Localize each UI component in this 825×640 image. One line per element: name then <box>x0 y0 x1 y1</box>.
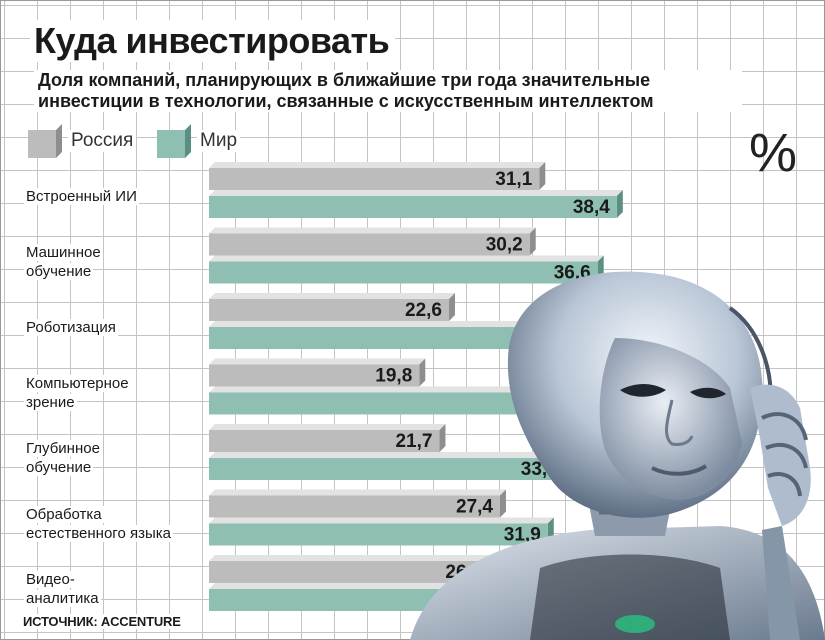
category-label-line: Машинное <box>24 243 103 261</box>
category-label-line: Компьютерное <box>24 374 131 392</box>
category-label-line: Встроенный ИИ <box>24 187 139 205</box>
category-label-line: зрение <box>24 393 77 411</box>
category-label-6: Обработка естественного языка <box>24 505 209 543</box>
bar-world-3 <box>209 321 604 349</box>
chart-title: Куда инвестировать <box>30 20 396 62</box>
bar-top-face <box>209 255 604 262</box>
category-label-line: аналитика <box>24 590 101 607</box>
value-label-russia-1: 31,1 <box>495 169 532 190</box>
bar-russia-6 <box>209 489 506 518</box>
bar-russia-1 <box>209 162 546 190</box>
legend-swatch-world <box>157 124 191 158</box>
legend-swatch-russia <box>28 124 62 158</box>
category-label-2: Машинное обучение <box>24 243 209 281</box>
bar-russia-7 <box>209 555 496 583</box>
bar-front-face <box>209 458 565 480</box>
bar-top-face <box>209 321 604 327</box>
bar-top-face <box>209 489 506 496</box>
bar-front-face <box>209 430 440 452</box>
legend-label-russia: Россия <box>68 130 137 152</box>
bar-top-face <box>209 386 594 393</box>
unit-label: % <box>749 123 798 183</box>
bar-side-face <box>439 424 446 452</box>
chart-subtitle: Доля компаний, планирующих в ближайшие т… <box>34 70 742 112</box>
bar-top-face <box>209 293 456 299</box>
bar-top-face <box>209 555 496 561</box>
bar-top-face <box>209 227 536 234</box>
bar-side-face <box>419 358 426 387</box>
bar-front-face <box>209 327 598 349</box>
bar-side-face <box>449 293 456 321</box>
bar-front-face <box>209 299 450 321</box>
bar-russia-3 <box>209 293 456 321</box>
bar-front-face <box>209 261 598 284</box>
bar-russia-2 <box>209 227 536 256</box>
bar-side-face <box>529 227 536 256</box>
bar-side-face <box>499 489 506 518</box>
robot-illustration <box>410 271 825 640</box>
bar-top-face <box>209 452 571 458</box>
bar-top-face <box>209 358 426 365</box>
bar-front-face <box>209 168 540 190</box>
category-label-line: Глубинное <box>24 440 102 457</box>
bar-top-face <box>209 162 546 168</box>
bar-front-face <box>209 495 500 518</box>
category-label-1: Встроенный ИИ <box>24 187 209 206</box>
category-label-4: Компьютерное зрение <box>24 374 209 412</box>
bar-top-face <box>209 424 446 430</box>
value-label-russia-6: 27,4 <box>456 497 493 518</box>
value-label-russia-2: 30,2 <box>486 235 523 256</box>
bar-russia-4 <box>209 358 426 387</box>
value-label-world-1: 38,4 <box>573 197 610 218</box>
source-note: ИСТОЧНИК: ACCENTURE <box>20 614 184 629</box>
bar-world-1 <box>209 190 623 218</box>
category-label-7: Видео-аналитика <box>24 570 209 608</box>
value-label-russia-5: 21,7 <box>395 431 432 452</box>
value-label-russia-3: 22,6 <box>405 300 442 321</box>
bar-world-4 <box>209 386 594 415</box>
bar-russia-5 <box>209 424 446 452</box>
category-label-line: обучение <box>24 459 94 476</box>
bar-front-face <box>209 364 420 387</box>
value-label-world-6: 31,9 <box>504 525 541 546</box>
category-label-line: Видео- <box>24 571 77 588</box>
bar-front-face <box>209 392 588 415</box>
category-label-line: обучение <box>24 262 94 280</box>
bar-front-face <box>209 233 530 256</box>
value-label-russia-4: 19,8 <box>375 366 412 387</box>
bar-front-face <box>209 561 490 583</box>
legend-label-world: Мир <box>197 130 241 152</box>
bar-side-face <box>616 190 623 218</box>
category-label-5: Глубинное обучение <box>24 439 209 477</box>
bar-top-face <box>209 517 554 524</box>
bar-top-face <box>209 190 623 196</box>
category-label-line: Роботизация <box>24 318 118 336</box>
bar-front-face <box>209 196 617 218</box>
category-label-line: естественного языка <box>24 524 173 542</box>
bar-side-face <box>539 162 546 190</box>
bar-front-face <box>209 523 548 546</box>
category-label-line: Обработка <box>24 505 104 523</box>
category-label-3: Роботизация <box>24 318 209 337</box>
